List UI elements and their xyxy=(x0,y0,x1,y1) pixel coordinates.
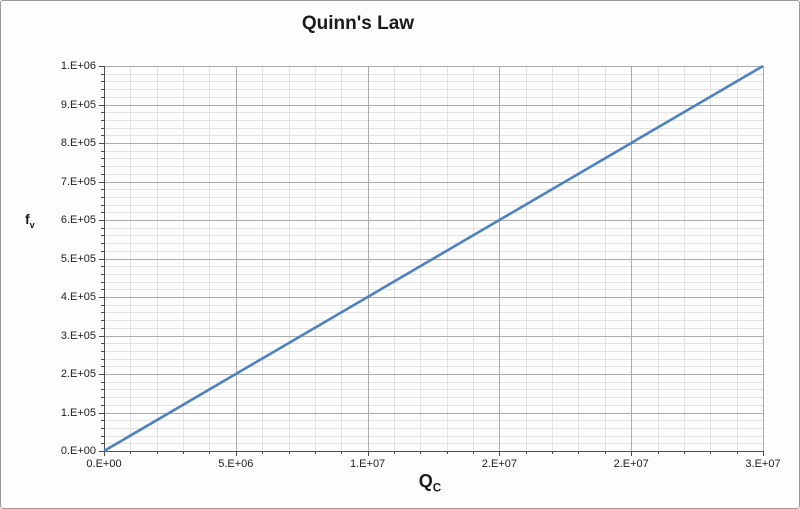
x-tick-label: 2.E+07 xyxy=(613,458,649,470)
x-tick-label: 5.E+06 xyxy=(218,458,254,470)
y-axis-title: fv xyxy=(25,211,35,230)
y-tick-label: 1.E+05 xyxy=(60,406,96,419)
x-axis-title-subscript: C xyxy=(432,481,442,495)
y-tick-label: 2.E+05 xyxy=(60,368,96,380)
y-tick-label: 1.E+06 xyxy=(60,60,96,72)
y-tick-label: 3.E+05 xyxy=(60,329,96,342)
y-tick-label: 8.E+05 xyxy=(60,137,96,149)
x-axis-title-text: Q xyxy=(418,471,433,491)
y-tick-label: 5.E+05 xyxy=(60,252,96,265)
x-tick-label: 2.E+07 xyxy=(481,458,517,470)
y-tick-label: 0.E+00 xyxy=(60,445,96,457)
y-axis-title-text: f xyxy=(25,211,30,227)
x-tick-label: 3.E+07 xyxy=(745,458,781,470)
x-axis-title: QC xyxy=(419,471,441,495)
chart-title: Quinn's Law xyxy=(301,13,415,34)
y-tick-label: 7.E+05 xyxy=(60,175,96,188)
y-tick-label: 6.E+05 xyxy=(60,214,96,226)
x-tick-label: 0.E+00 xyxy=(86,458,122,470)
y-tick-label: 4.E+05 xyxy=(60,291,96,303)
y-tick-label: 9.E+05 xyxy=(60,98,96,111)
data-series-line xyxy=(103,64,764,453)
x-tick-label: 1.E+07 xyxy=(350,458,386,470)
y-axis-title-subscript: v xyxy=(29,219,35,230)
